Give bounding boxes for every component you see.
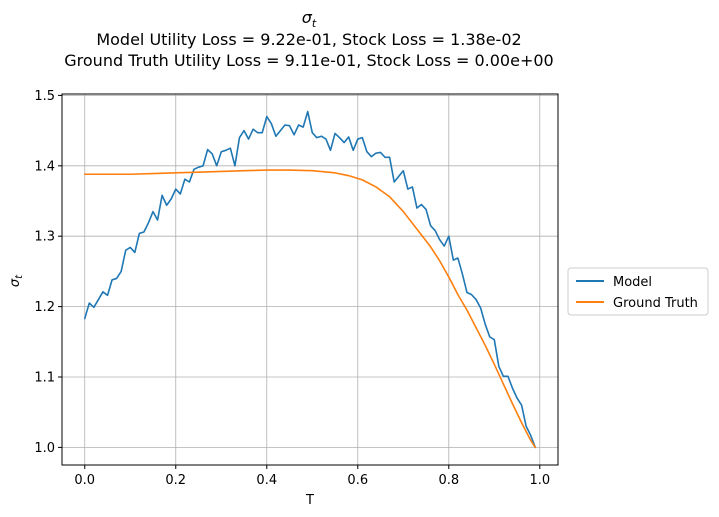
x-axis-ticks: 0.0 0.2 0.4 0.6 0.8 1.0: [74, 465, 550, 488]
grid: [62, 94, 558, 465]
x-tick-label-1: 0.2: [165, 473, 186, 488]
y-tick-label-5: 1.5: [34, 89, 55, 104]
y-tick-label-1: 1.1: [34, 371, 55, 386]
x-tick-label-4: 0.8: [438, 473, 459, 488]
legend-label-ground-truth: Ground Truth: [613, 296, 698, 311]
y-tick-label-0: 1.0: [34, 441, 55, 456]
y-axis-label: σt: [8, 274, 25, 287]
chart-title-line3: Ground Truth Utility Loss = 9.11e-01, St…: [64, 51, 553, 70]
chart-title-line2: Model Utility Loss = 9.22e-01, Stock Los…: [96, 30, 521, 49]
series-layer: [83, 110, 537, 449]
x-tick-label-0: 0.0: [74, 473, 95, 488]
y-tick-label-2: 1.2: [34, 300, 55, 315]
series-line-ground-truth: [83, 169, 537, 449]
series-line-model: [83, 110, 537, 449]
x-tick-label-2: 0.4: [256, 473, 277, 488]
y-tick-label-3: 1.3: [34, 230, 55, 245]
x-tick-label-5: 1.0: [529, 473, 550, 488]
legend-label-model: Model: [613, 275, 652, 290]
chart-title-symbol: σt: [302, 8, 317, 30]
legend-frame: [567, 267, 709, 316]
x-tick-label-3: 0.6: [347, 473, 368, 488]
y-tick-label-4: 1.4: [34, 159, 55, 174]
legend: Model Ground Truth: [567, 267, 709, 316]
plot-frame: [61, 93, 559, 466]
y-axis-ticks: 1.0 1.1 1.2 1.3 1.4 1.5: [34, 89, 62, 456]
x-axis-label: T: [305, 493, 314, 508]
